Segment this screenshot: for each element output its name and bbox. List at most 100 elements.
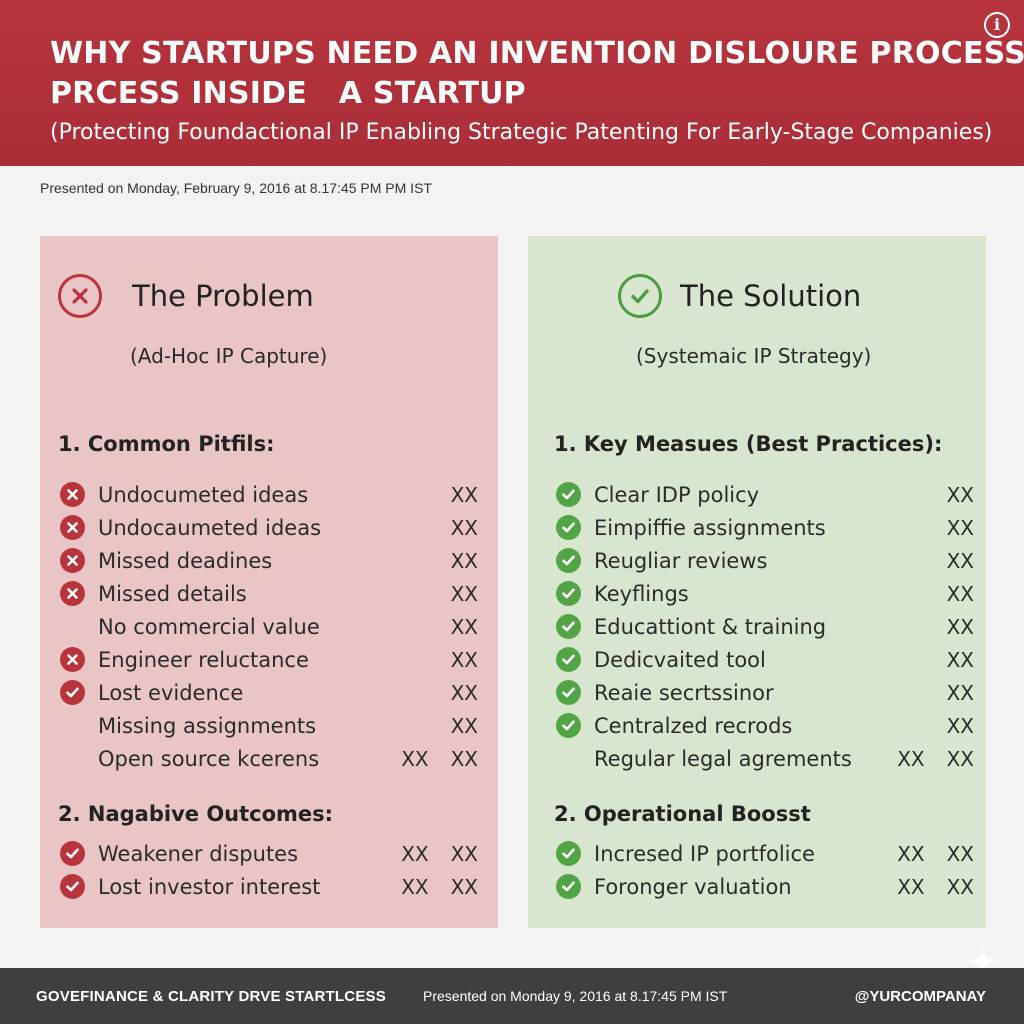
list-item: Missed details XX (60, 577, 478, 610)
list-item: Reaie secrtssinor XX (556, 676, 974, 709)
mark-group: XX (451, 709, 478, 742)
list-item: Lost evidence XX (60, 676, 478, 709)
problem-title: The Problem (132, 279, 314, 313)
mark-group: XX (947, 610, 974, 643)
blank-icon (60, 614, 85, 639)
list-item: Missed deadines XX (60, 544, 478, 577)
list-item: Lost investor interest XX XX (60, 870, 478, 903)
mark-label: XX (897, 874, 925, 899)
footer-date: Presented on Monday 9, 2016 at 8.17:45 P… (423, 988, 728, 1004)
list-item: Incresed IP portfolice XX XX (556, 837, 974, 870)
header-banner: WHY STARTUPS NEED AN INVENTION DISLOURE … (0, 0, 1024, 166)
mark-group: XX (947, 511, 974, 544)
blank-icon (60, 746, 85, 771)
mark-group: XX (947, 643, 974, 676)
problem-header: The Problem (58, 274, 314, 318)
mark-label: XX (897, 746, 925, 771)
list-item-label: Clear IDP policy (594, 482, 760, 507)
check-icon (60, 680, 85, 705)
title-line-2: PRCESS INSIDE A STARTUP (50, 76, 526, 111)
list-item-label: Eimpiffie assignments (594, 515, 826, 540)
mark-label: XX (450, 515, 478, 540)
info-icon[interactable]: i (984, 12, 1010, 38)
mark-label: XX (946, 746, 974, 771)
mark-label: XX (946, 482, 974, 507)
mark-group: XX (947, 577, 974, 610)
check-icon (556, 515, 581, 540)
list-item-label: Foronger valuation (594, 874, 792, 899)
solution-measures-list: Clear IDP policy XX Eimpiffie assignments X… (556, 478, 974, 775)
x-icon (60, 647, 85, 672)
mark-group: XX (947, 544, 974, 577)
list-item-label: Regular legal agrements (594, 746, 852, 771)
check-icon (556, 482, 581, 507)
footer-handle[interactable]: @YURCOMPANAY (854, 988, 986, 1005)
check-icon (556, 614, 581, 639)
list-item-label: Missed details (98, 581, 247, 606)
mark-label: XX (450, 581, 478, 606)
mark-group: XX (451, 511, 478, 544)
list-item-label: Centralzed recrods (594, 713, 793, 738)
list-item-label: Weakener disputes (98, 841, 299, 866)
mark-label: XX (946, 515, 974, 540)
mark-label: XX (401, 874, 429, 899)
check-icon (556, 647, 581, 672)
mark-label: XX (401, 746, 429, 771)
blank-icon (60, 713, 85, 738)
mark-group: XX (947, 478, 974, 511)
check-icon (556, 548, 581, 573)
solution-subtitle: (Systemaic IP Strategy) (636, 344, 872, 368)
mark-label: XX (450, 713, 478, 738)
check-icon (556, 581, 581, 606)
problem-section2-title: 2. Nagabive Outcomes: (58, 802, 334, 826)
list-item-label: Educattiont & training (594, 614, 827, 639)
solution-title: The Solution (680, 279, 862, 313)
list-item: Reugliar reviews XX (556, 544, 974, 577)
footer-tagline: GOVEFINANCE & CLARITY DRVE STARTLCESS (36, 988, 386, 1005)
list-item: Missing assignments XX (60, 709, 478, 742)
list-item: Clear IDP policy XX (556, 478, 974, 511)
list-item-label: Reugliar reviews (594, 548, 768, 573)
mark-group: XX (451, 544, 478, 577)
mark-group: XX XX (897, 870, 974, 903)
mark-label: XX (946, 614, 974, 639)
list-item: Open source kcerens XX XX (60, 742, 478, 775)
mark-label: XX (450, 680, 478, 705)
blank-icon (556, 746, 581, 771)
list-item: Regular legal agrements XX XX (556, 742, 974, 775)
mark-label: XX (450, 548, 478, 573)
mark-group: XX (451, 676, 478, 709)
mark-label: XX (946, 713, 974, 738)
list-item: Foronger valuation XX XX (556, 870, 974, 903)
mark-label: XX (450, 874, 478, 899)
solution-section2-title: 2. Operational Boosst (554, 802, 811, 826)
check-circle-icon (618, 274, 662, 318)
list-item-label: Open source kcerens (98, 746, 320, 771)
check-icon (60, 874, 85, 899)
mark-label: XX (946, 874, 974, 899)
list-item-label: Incresed IP portfolice (594, 841, 815, 866)
mark-label: XX (450, 841, 478, 866)
title-line-1: WHY STARTUPS NEED AN INVENTION DISLOURE … (50, 36, 1024, 71)
check-icon (60, 841, 85, 866)
solution-panel: The Solution (Systemaic IP Strategy) 1. … (528, 236, 986, 928)
mark-group: XX (451, 478, 478, 511)
list-item-label: Keyflings (594, 581, 689, 606)
mark-label: XX (946, 581, 974, 606)
x-icon (60, 548, 85, 573)
mark-group: XX XX (897, 837, 974, 870)
mark-label: XX (450, 746, 478, 771)
mark-label: XX (946, 548, 974, 573)
mark-group: XX (947, 676, 974, 709)
mark-label: XX (946, 647, 974, 672)
mark-label: XX (946, 680, 974, 705)
check-icon (556, 713, 581, 738)
check-icon (556, 874, 581, 899)
list-item: No commercial value XX (60, 610, 478, 643)
list-item-label: Undocaumeted ideas (98, 515, 322, 540)
mark-label: XX (450, 614, 478, 639)
list-item: Weakener disputes XX XX (60, 837, 478, 870)
solution-header: The Solution (618, 274, 861, 318)
list-item-label: Reaie secrtssinor (594, 680, 774, 705)
mark-label: XX (946, 841, 974, 866)
